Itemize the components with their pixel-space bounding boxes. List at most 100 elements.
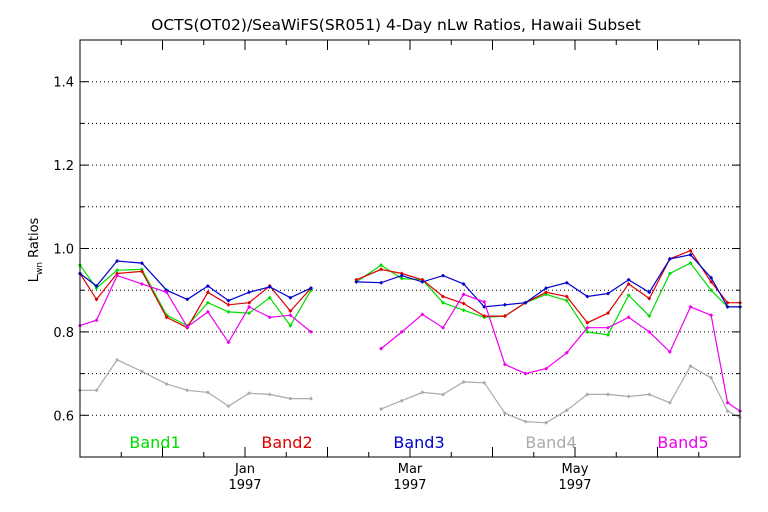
data-point bbox=[544, 366, 549, 371]
data-point bbox=[94, 286, 99, 291]
legend-entry-band2: Band2 bbox=[261, 433, 312, 452]
data-point bbox=[309, 286, 313, 291]
y-tick-label: 0.8 bbox=[53, 326, 74, 341]
y-tick-label: 1.2 bbox=[53, 159, 74, 174]
y-axis-label-main: L bbox=[27, 274, 42, 282]
y-tick-label: 1.4 bbox=[53, 76, 74, 91]
data-point bbox=[420, 390, 425, 395]
grid-lines bbox=[80, 81, 740, 416]
data-point bbox=[267, 284, 272, 289]
data-point bbox=[523, 300, 528, 305]
data-point bbox=[354, 279, 359, 284]
data-point bbox=[420, 277, 425, 282]
data-point bbox=[482, 314, 487, 319]
y-tick-label: 1.0 bbox=[53, 243, 74, 258]
data-point bbox=[688, 248, 693, 253]
data-point bbox=[267, 295, 272, 300]
series-line bbox=[356, 262, 740, 336]
data-point bbox=[247, 391, 252, 396]
data-point bbox=[164, 315, 169, 320]
data-point bbox=[441, 273, 445, 278]
data-point bbox=[139, 281, 144, 286]
data-point bbox=[725, 300, 730, 305]
data-point bbox=[164, 382, 169, 387]
data-point bbox=[564, 350, 569, 355]
data-point bbox=[626, 281, 631, 286]
data-point bbox=[185, 297, 190, 302]
data-point bbox=[247, 311, 252, 316]
data-point bbox=[139, 269, 144, 274]
y-axis-label-rest: Ratios bbox=[27, 217, 42, 262]
data-point bbox=[115, 357, 120, 362]
series-line bbox=[380, 365, 741, 424]
data-point bbox=[544, 290, 549, 295]
data-point bbox=[523, 419, 528, 424]
series-lines bbox=[78, 248, 742, 425]
series-line bbox=[80, 359, 311, 407]
series-line bbox=[356, 254, 740, 308]
data-point bbox=[441, 392, 445, 397]
data-point bbox=[379, 346, 384, 351]
data-point bbox=[647, 329, 652, 334]
data-point bbox=[564, 408, 569, 413]
data-point bbox=[688, 304, 693, 309]
data-point bbox=[585, 320, 590, 325]
data-point bbox=[725, 304, 730, 309]
x-tick-label-month: Jan bbox=[234, 462, 255, 477]
data-point bbox=[709, 279, 714, 284]
data-point bbox=[247, 300, 252, 305]
data-point bbox=[288, 313, 293, 318]
data-point bbox=[399, 276, 404, 281]
data-point bbox=[585, 325, 590, 330]
plot-frame bbox=[79, 39, 741, 458]
data-point bbox=[647, 290, 652, 295]
data-point bbox=[139, 261, 144, 266]
data-point bbox=[606, 325, 610, 330]
data-point bbox=[420, 279, 425, 284]
data-point bbox=[205, 300, 210, 305]
data-point bbox=[709, 288, 714, 293]
data-point bbox=[115, 271, 120, 276]
y-tick-label: 0.6 bbox=[53, 409, 74, 424]
data-point bbox=[461, 379, 466, 384]
data-point bbox=[185, 324, 190, 329]
series-line bbox=[79, 274, 312, 344]
data-point bbox=[420, 312, 425, 317]
data-point bbox=[461, 281, 466, 286]
data-point bbox=[288, 295, 293, 300]
data-point bbox=[709, 313, 714, 318]
data-point bbox=[482, 380, 487, 385]
series-band2 bbox=[78, 248, 742, 330]
data-point bbox=[205, 290, 210, 295]
series-line bbox=[79, 260, 312, 302]
data-point bbox=[667, 256, 672, 261]
x-tick-label-year: 1997 bbox=[558, 478, 591, 493]
series-band4 bbox=[78, 357, 742, 425]
x-tick-label-month: Mar bbox=[398, 462, 423, 477]
data-point bbox=[647, 314, 652, 319]
data-point bbox=[564, 280, 569, 285]
data-point bbox=[226, 302, 231, 307]
data-point bbox=[226, 309, 231, 314]
data-point bbox=[626, 315, 631, 320]
data-point bbox=[667, 400, 672, 405]
data-point bbox=[94, 284, 99, 289]
data-point bbox=[461, 292, 466, 297]
data-point bbox=[523, 371, 528, 376]
data-point bbox=[441, 300, 445, 305]
data-point bbox=[585, 329, 590, 334]
data-point bbox=[309, 329, 313, 334]
data-point bbox=[667, 349, 672, 354]
y-axis-label: Lwn Ratios bbox=[27, 217, 45, 282]
x-tick-label-year: 1997 bbox=[228, 478, 261, 493]
legend-entry-band4: Band4 bbox=[525, 433, 576, 452]
data-point bbox=[205, 284, 210, 289]
data-point bbox=[288, 396, 293, 401]
legend: Band1 Band2 Band3 Band4 Band5 bbox=[129, 433, 708, 452]
data-point bbox=[585, 392, 590, 397]
data-point bbox=[115, 273, 120, 278]
data-point bbox=[482, 299, 487, 304]
data-point bbox=[709, 375, 714, 380]
legend-entry-band5: Band5 bbox=[657, 433, 708, 452]
